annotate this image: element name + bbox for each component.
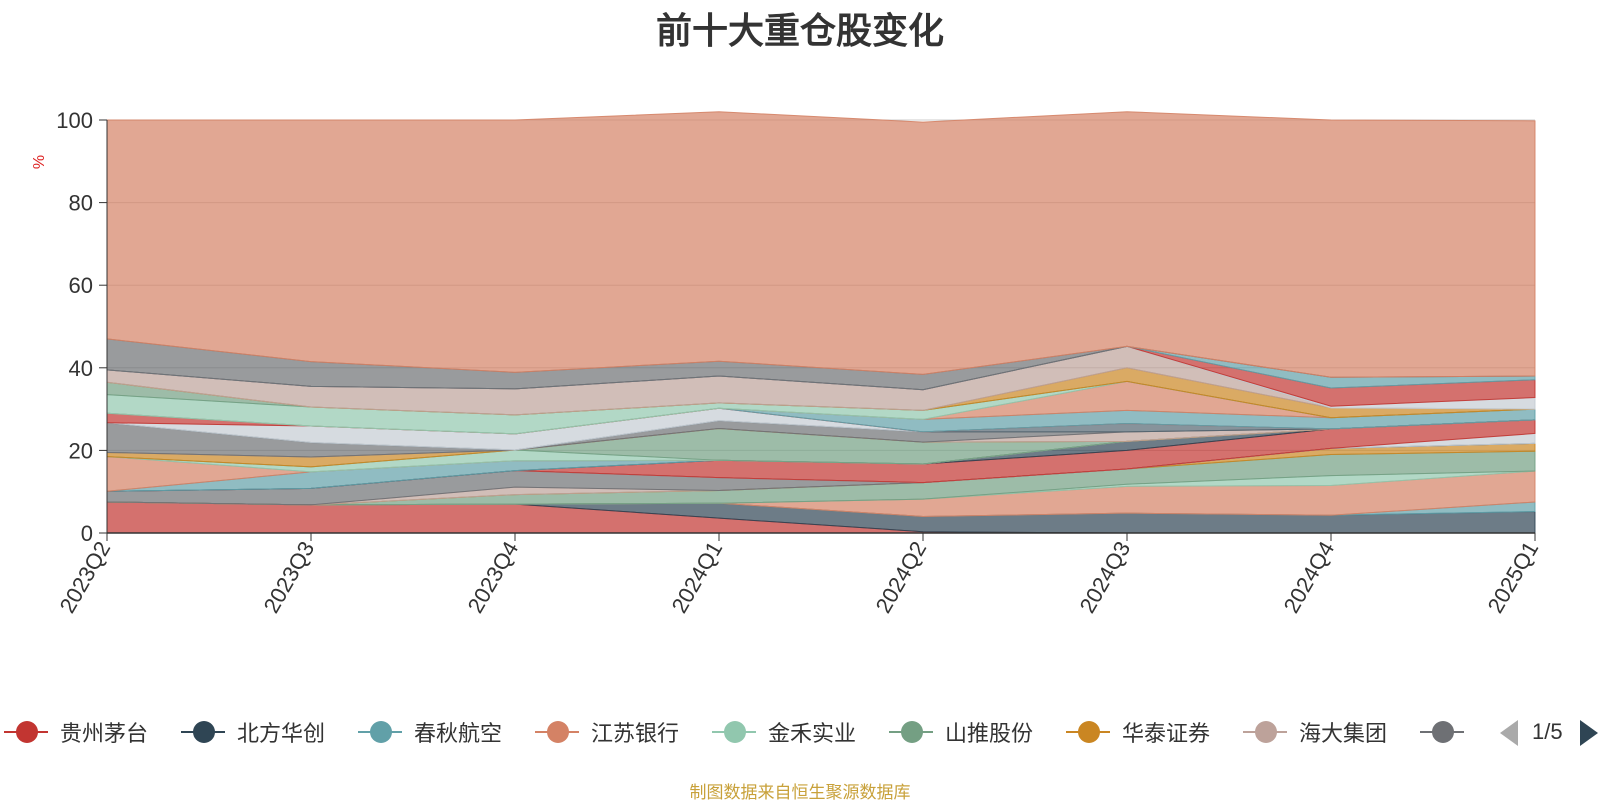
x-tick-label: 2025Q1 bbox=[1483, 537, 1544, 617]
legend-label: 海大集团 bbox=[1299, 721, 1388, 746]
legend-marker-icon bbox=[1241, 712, 1289, 752]
legend-marker-icon bbox=[710, 712, 758, 752]
legend-item[interactable]: 贵州茅台 bbox=[2, 712, 148, 752]
legend-item[interactable]: 海大集团 bbox=[1241, 712, 1387, 752]
legend-pager: 1/5 bbox=[1500, 712, 1600, 752]
legend-item[interactable]: 三一重工 bbox=[1418, 712, 1470, 752]
source-note: 制图数据来自恒生聚源数据库 bbox=[689, 783, 911, 802]
x-tick-label: 2023Q2 bbox=[55, 537, 116, 617]
legend-item[interactable]: 华泰证券 bbox=[1064, 712, 1210, 752]
pager-prev-icon[interactable] bbox=[1500, 720, 1518, 746]
legend-label: 金禾实业 bbox=[768, 721, 857, 746]
x-tick-label: 2023Q4 bbox=[463, 537, 524, 617]
legend-item[interactable]: 春秋航空 bbox=[356, 712, 502, 752]
y-tick-label: 80 bbox=[69, 191, 93, 216]
pager-next-icon[interactable] bbox=[1580, 720, 1598, 746]
legend-label: 贵州茅台 bbox=[60, 721, 149, 746]
y-tick-label: 100 bbox=[56, 108, 93, 133]
legend-marker-icon bbox=[2, 712, 50, 752]
area-series bbox=[106, 111, 1536, 534]
legend-item[interactable]: 山推股份 bbox=[887, 712, 1033, 752]
pager-text: 1/5 bbox=[1532, 719, 1563, 744]
x-tick-label: 2024Q4 bbox=[1279, 537, 1340, 617]
y-tick-label: 40 bbox=[69, 356, 93, 381]
legend-label: 华泰证券 bbox=[1122, 721, 1211, 746]
legend-marker-icon bbox=[356, 712, 404, 752]
y-axis-label: % bbox=[31, 155, 48, 169]
legend-marker-icon bbox=[179, 712, 227, 752]
y-tick-label: 20 bbox=[69, 438, 93, 463]
axes bbox=[99, 119, 1536, 541]
y-tick-label: 60 bbox=[69, 273, 93, 298]
chart-title: 前十大重仓股变化 bbox=[655, 10, 944, 51]
x-tick-label: 2024Q2 bbox=[871, 537, 932, 617]
legend-label: 北方华创 bbox=[237, 721, 326, 746]
legend-label: 春秋航空 bbox=[414, 721, 503, 746]
legend-marker-icon bbox=[533, 712, 581, 752]
area-其他 bbox=[106, 111, 1536, 378]
legend-item[interactable]: 北方华创 bbox=[179, 712, 325, 752]
x-tick-label: 2024Q3 bbox=[1075, 537, 1136, 617]
legend-item[interactable]: 江苏银行 bbox=[533, 712, 679, 752]
legend-marker-icon bbox=[887, 712, 935, 752]
x-tick-label: 2023Q3 bbox=[259, 537, 320, 617]
legend-marker-icon bbox=[1064, 712, 1112, 752]
legend-item[interactable]: 金禾实业 bbox=[710, 712, 856, 752]
legend-marker-icon bbox=[1418, 712, 1466, 752]
legend-label: 江苏银行 bbox=[591, 721, 680, 746]
legend: 贵州茅台北方华创春秋航空江苏银行金禾实业山推股份华泰证券海大集团三一重工立讯精密… bbox=[0, 712, 1470, 752]
x-tick-label: 2024Q1 bbox=[667, 537, 728, 617]
legend-label: 山推股份 bbox=[945, 721, 1034, 746]
y-tick-label: 0 bbox=[81, 521, 93, 546]
